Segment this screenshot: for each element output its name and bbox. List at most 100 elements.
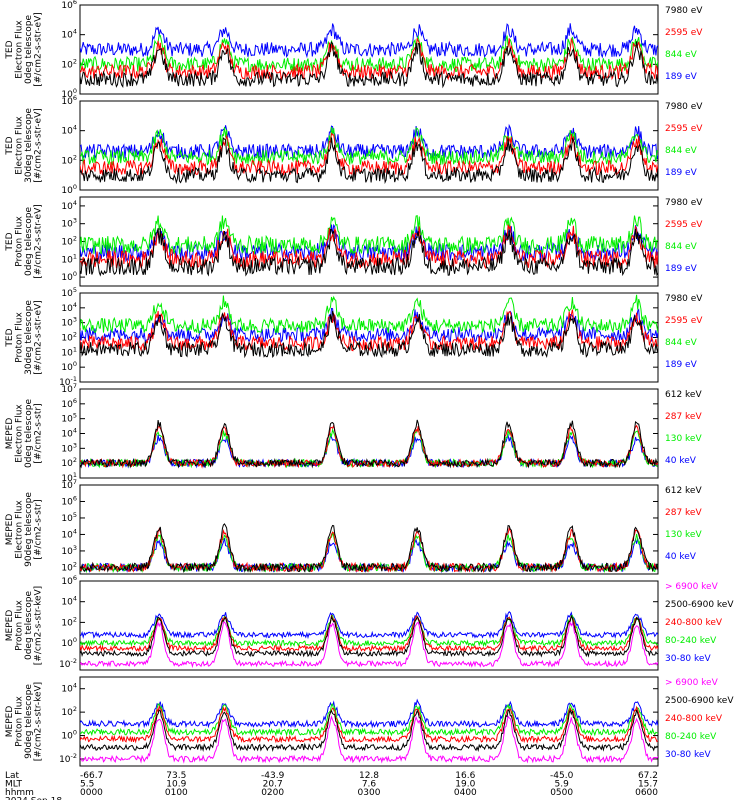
y-tick-label: 106 [61,397,77,410]
y-tick-label: 103 [61,217,77,230]
series-trace [80,228,658,277]
y-tick-label: 101 [61,345,77,358]
y-tick-label: 102 [61,615,77,628]
series-trace [80,310,658,359]
x-tick-label: 7.6 [362,780,377,790]
series-trace [80,123,658,160]
legend-entry: 130 keV [665,434,702,444]
y-tick-label: 106 [61,0,77,11]
series-trace [80,419,658,469]
series-trace [80,709,658,753]
series-trace [80,132,658,176]
legend-entry: 844 eV [665,146,698,156]
panel-frame [79,580,659,671]
y-tick-label: 106 [61,574,77,587]
x-tick-label: 0000 [80,788,103,798]
legend-entry: 2500-6900 keV [665,600,734,610]
x-tick-label: 10.9 [166,780,186,790]
series-trace [80,703,658,737]
x-tick-label: 67.2 [638,771,658,781]
panel-frame [79,676,659,767]
y-tick-label: 104 [61,427,77,440]
panel-3: 104 103 102 101 100 TEDProton Flux0deg telesc… [5,196,703,287]
legend-entry: 612 keV [665,486,702,496]
legend-entry: > 6900 keV [665,678,719,688]
legend-entry: 130 keV [665,530,702,540]
legend-entry: 40 keV [665,456,697,466]
x-axis: LatMLThhmm-66.75.5000073.510.90100-43.92… [5,771,658,800]
x-tick-label: 0400 [454,788,477,798]
series-trace [80,526,658,574]
legend-entry: 30-80 keV [665,750,711,760]
legend-entry: 287 keV [665,412,702,422]
x-tick-label: 5.9 [555,780,570,790]
legend-entry: 80-240 keV [665,636,717,646]
legend-entry: 2595 eV [665,124,703,134]
legend-entry: 287 keV [665,508,702,518]
y-tick-label: 104 [61,28,77,41]
x-tick-label: 5.5 [80,780,94,790]
y-tick-label: 104 [61,682,77,695]
legend-entry: 612 keV [665,390,702,400]
legend-entry: 844 eV [665,338,698,348]
y-tick-label: 102 [61,456,77,469]
legend-entry: 7980 eV [665,6,703,16]
x-row-label: hhmm [5,788,34,798]
legend-entry: 844 eV [665,242,698,252]
series-trace [80,614,658,648]
legend-entry: 7980 eV [665,198,703,208]
y-axis-label: MEPEDProton Flux90deg telescope[#/cm2-s-… [5,682,44,761]
legend-entry: 7980 eV [665,102,703,112]
series-trace [80,704,658,744]
x-tick-label: 12.8 [359,771,379,781]
x-tick-label: -43.9 [261,771,285,781]
series-trace [80,307,658,344]
y-tick-label: 102 [61,235,77,248]
y-tick-label: 10-2 [59,752,77,765]
y-axis-label: MEPEDProton Flux0deg telescope[#/cm2-s-s… [5,586,44,665]
series-trace [80,523,658,574]
series-trace [80,23,658,59]
y-tick-label: 100 [61,729,77,742]
y-tick-label: 105 [61,412,77,425]
legend-entry: 80-240 keV [665,732,717,742]
legend-entry: 189 eV [665,360,698,370]
y-axis-label: TEDProton Flux30deg telescope[#/cm2-s-st… [5,300,44,375]
series-trace [80,614,658,658]
x-tick-label: 0100 [165,788,188,798]
series-trace [80,698,658,729]
y-tick-label: 105 [61,511,77,524]
legend-entry: 40 keV [665,552,697,562]
y-tick-label: 102 [61,331,77,344]
x-tick-label: 15.7 [638,780,658,790]
x-tick-label: -45.0 [550,771,574,781]
series-trace [80,714,658,764]
legend-entry: 240-800 keV [665,618,723,628]
x-tick-label: 19.0 [455,780,475,790]
x-row-label: MLT [5,780,23,790]
legend-entry: 189 eV [665,168,698,178]
y-tick-label: 10-2 [59,657,77,670]
y-tick-label: 104 [61,199,77,212]
y-tick-label: 103 [61,441,77,454]
series-trace [80,614,658,653]
series-trace [80,427,658,469]
y-axis-label: TEDElectron Flux0deg telescope[#/cm2-s-s… [5,12,44,87]
y-axis-label: MEPEDElectron Flux0deg telescope[#/cm2-s… [5,399,44,469]
date-label: 2024 Sep 18 [5,797,62,800]
x-tick-label: 20.7 [263,780,283,790]
x-tick-label: -66.7 [80,771,103,781]
legend-entry: 30-80 keV [665,654,711,664]
y-tick-label: 104 [61,301,77,314]
legend-entry: 2500-6900 keV [665,696,734,706]
y-tick-label: 102 [61,560,77,573]
y-axis-label: TEDElectron Flux30deg telescope[#/cm2-s-… [5,108,44,183]
series-trace [80,621,658,669]
series-trace [80,215,658,256]
y-tick-label: 100 [61,636,77,649]
y-tick-label: 100 [61,360,77,373]
